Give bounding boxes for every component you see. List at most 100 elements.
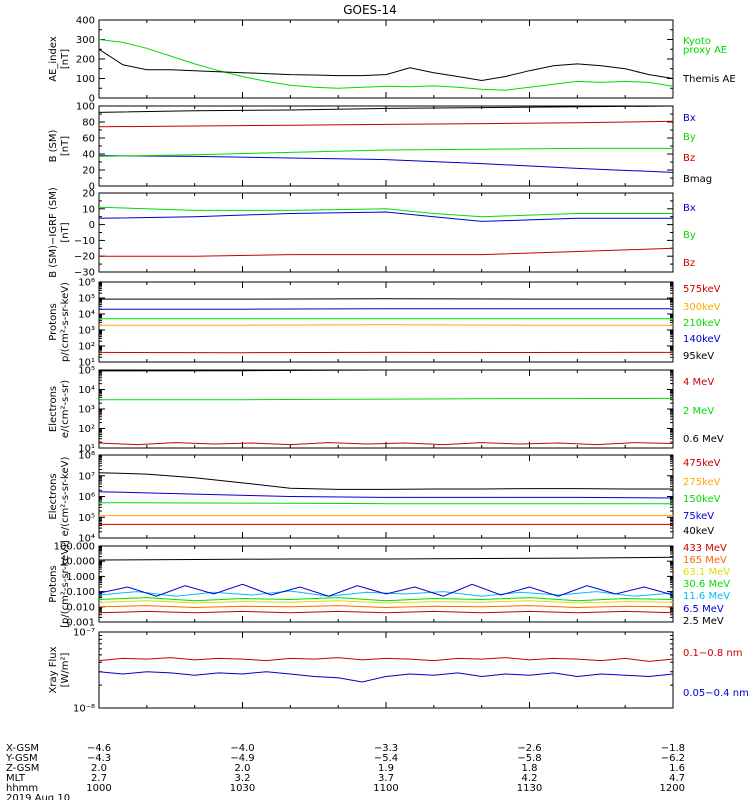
legend-entry: 75keV bbox=[683, 511, 714, 522]
series-line-7-7 bbox=[99, 557, 673, 560]
y-tick-label: 20 bbox=[82, 166, 95, 177]
legend-entry: 4 MeV bbox=[683, 377, 714, 388]
y-axis-label: AE_index bbox=[48, 36, 59, 82]
legend-entry: 40keV bbox=[683, 526, 714, 537]
series-line-5-2 bbox=[99, 398, 673, 399]
series-group bbox=[99, 299, 673, 353]
y-axis-unit: [W/m²] bbox=[60, 652, 71, 687]
y-axis-label: Protons bbox=[48, 565, 59, 602]
y-axis-label: B (SM)−IGRF (SM) bbox=[48, 187, 59, 278]
legend-entry: Themis AE bbox=[682, 74, 736, 85]
legend-entry: 0.1−0.8 nm bbox=[683, 648, 742, 659]
series-group bbox=[99, 557, 673, 613]
y-tick-label: 10⁵ bbox=[78, 294, 95, 305]
y-axis-label: Electrons bbox=[48, 386, 59, 432]
legend-entry: 0.05−0.4 nm bbox=[683, 688, 749, 699]
series-line-6-4 bbox=[99, 492, 673, 498]
legend-entry: 6.5 MeV bbox=[683, 604, 724, 615]
y-tick-label: 10⁻⁸ bbox=[73, 704, 95, 715]
y-tick-label: −10 bbox=[74, 236, 95, 247]
y-tick-label: 10⁻⁷ bbox=[73, 628, 95, 639]
legend-entry: 30.6 MeV bbox=[683, 579, 730, 590]
y-tick-label: 60 bbox=[82, 134, 95, 145]
y-tick-label: 0 bbox=[89, 220, 95, 231]
series-group bbox=[99, 370, 673, 445]
legend-entry: Bmag bbox=[683, 174, 712, 185]
legend-entry: 11.6 MeV bbox=[683, 591, 730, 602]
legend-entry: Bz bbox=[683, 258, 695, 269]
y-tick-label: 10⁴ bbox=[78, 310, 95, 321]
panel-frame bbox=[99, 193, 673, 272]
series-group bbox=[99, 658, 673, 682]
y-tick-label: 10⁷ bbox=[78, 471, 95, 482]
series-line-8-1 bbox=[99, 658, 673, 662]
series-line-8-2 bbox=[99, 672, 673, 682]
series-line-3-3 bbox=[99, 248, 673, 256]
y-axis-label: Xray Flux bbox=[48, 646, 59, 693]
y-tick-label: 10² bbox=[78, 424, 95, 435]
ephemeris-value: 1000 bbox=[86, 783, 111, 794]
y-axis-unit: [nT] bbox=[60, 222, 71, 242]
legend-entry: 150keV bbox=[683, 494, 721, 505]
legend-entry: 2.5 MeV bbox=[683, 616, 724, 627]
series-group bbox=[99, 473, 673, 525]
legend-entry: By bbox=[683, 132, 696, 143]
y-tick-label: 10⁴ bbox=[78, 385, 95, 396]
legend-entry: Bx bbox=[683, 203, 696, 214]
legend-entry: 575keV bbox=[683, 284, 721, 295]
ephemeris-value: 1200 bbox=[660, 783, 685, 794]
panel-frame bbox=[99, 282, 673, 362]
y-tick-label: 300 bbox=[76, 35, 95, 46]
series-line-7-4 bbox=[99, 598, 673, 601]
time-axis-group: X-GSMY-GSMZ-GSMMLThhmm−4.6−4.32.02.71000… bbox=[5, 743, 685, 800]
y-tick-label: 10³ bbox=[78, 326, 95, 337]
y-tick-label: 10⁶ bbox=[78, 278, 95, 289]
legend-entry: Bz bbox=[683, 153, 695, 164]
legend-entry: 2 MeV bbox=[683, 406, 714, 417]
y-axis-unit: [nT] bbox=[60, 49, 71, 69]
panel-frame bbox=[99, 370, 673, 448]
legend-entry: 95keV bbox=[683, 351, 714, 362]
legend-entry: 165 MeV bbox=[683, 555, 727, 566]
series-line-7-2 bbox=[99, 606, 673, 608]
y-tick-label: 10⁵ bbox=[78, 513, 95, 524]
panel-7: 0.0010.0100.1001.00010.000100.000Protons… bbox=[48, 540, 730, 628]
panel-frame bbox=[99, 546, 673, 622]
y-tick-label: −20 bbox=[74, 252, 95, 263]
y-tick-label: 10⁶ bbox=[78, 492, 95, 503]
y-tick-label: 80 bbox=[82, 118, 95, 129]
series-line-2-1 bbox=[99, 156, 673, 173]
panel-8: 10⁻⁸ 10⁻⁷ Xray Flux[W/m²] 0.1−0.8 nm 0.05−0.… bbox=[48, 628, 749, 715]
y-tick-label: 400 bbox=[76, 16, 95, 27]
series-line-6-3 bbox=[99, 503, 673, 504]
legend-entry: Bx bbox=[683, 113, 696, 124]
y-tick-label: 20 bbox=[82, 189, 95, 200]
y-axis-unit: [p/(cm²-s-sr-keV)] bbox=[60, 540, 71, 628]
ephemeris-value: 1130 bbox=[517, 783, 542, 794]
y-axis-label: B (SM) bbox=[48, 129, 59, 162]
legend-entry: 275keV bbox=[683, 477, 721, 488]
y-tick-label: 10² bbox=[78, 342, 95, 353]
series-line-1-2 bbox=[99, 49, 673, 80]
panel-frame bbox=[99, 106, 673, 186]
y-axis-unit: [nT] bbox=[60, 136, 71, 156]
y-tick-label: 10⁵ bbox=[78, 366, 95, 377]
series-line-7-1 bbox=[99, 611, 673, 612]
legend-entry: 433 MeV bbox=[683, 543, 727, 554]
y-tick-label: 40 bbox=[82, 150, 95, 161]
plot-title: GOES-14 bbox=[343, 3, 397, 17]
legend-entry: By bbox=[683, 230, 696, 241]
series-group bbox=[99, 40, 673, 91]
y-tick-label: 10 bbox=[82, 204, 95, 215]
panel-frame bbox=[99, 632, 673, 708]
legend-entry: 300keV bbox=[683, 302, 721, 313]
y-tick-label: 200 bbox=[76, 55, 95, 66]
